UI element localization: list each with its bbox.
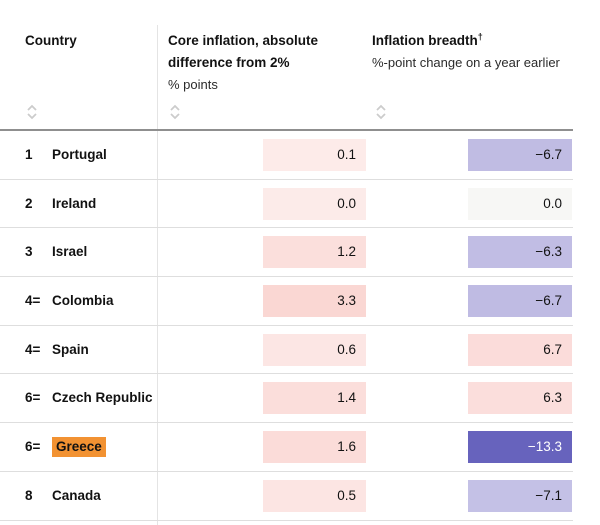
sort-chevrons-icon bbox=[168, 104, 182, 124]
core-inflation-cell: 1.6 bbox=[263, 431, 366, 464]
column-subtitle: %-point change on a year earlier bbox=[372, 55, 560, 70]
inflation-breadth-cell: 6.7 bbox=[468, 333, 572, 366]
rank-label: 8 bbox=[25, 487, 33, 503]
table-rows: 1 Portugal 0.1 −6.7 2 Ireland 0.0 0.0 3 … bbox=[0, 131, 600, 521]
inflation-breadth-cell: 0.0 bbox=[468, 187, 572, 220]
country-label: Israel bbox=[52, 244, 88, 260]
rank-label: 6= bbox=[25, 390, 41, 406]
column-title: Country bbox=[25, 33, 77, 48]
table-row: 4= Colombia 3.3 −6.7 bbox=[0, 277, 573, 326]
rank-label: 1 bbox=[25, 147, 33, 162]
table-row: 6= Greece 1.6 −13.3 bbox=[0, 423, 573, 472]
rank-label: 4= bbox=[25, 293, 41, 309]
header-rule bbox=[0, 129, 573, 131]
country-label: Canada bbox=[52, 487, 101, 503]
sort-button-country[interactable] bbox=[24, 103, 40, 123]
sort-chevrons-icon bbox=[25, 104, 39, 124]
rank-label: 3 bbox=[25, 244, 33, 260]
inflation-breadth-cell: 6.3 bbox=[468, 382, 572, 415]
sort-chevrons-icon bbox=[374, 104, 388, 124]
core-inflation-cell: 1.2 bbox=[263, 236, 366, 269]
dagger-footnote-marker: † bbox=[477, 31, 483, 42]
sort-button-core-inflation[interactable] bbox=[167, 103, 183, 123]
inflation-breadth-cell: −6.7 bbox=[468, 139, 572, 171]
table-row: 8 Canada 0.5 −7.1 bbox=[0, 472, 573, 521]
column-divider bbox=[157, 25, 158, 525]
highlighted-country: Greece bbox=[52, 437, 106, 458]
table-row: 1 Portugal 0.1 −6.7 bbox=[0, 131, 573, 180]
country-label: Spain bbox=[52, 341, 89, 357]
core-inflation-cell: 0.0 bbox=[263, 187, 366, 220]
core-inflation-cell: 1.4 bbox=[263, 382, 366, 415]
column-header-country: Country bbox=[25, 30, 150, 52]
country-label: Czech Republic bbox=[52, 390, 153, 406]
country-label: Greece bbox=[52, 423, 106, 471]
table-row: 2 Ireland 0.0 0.0 bbox=[0, 180, 573, 229]
country-label: Portugal bbox=[52, 147, 107, 162]
inflation-breadth-cell: −6.3 bbox=[468, 236, 572, 269]
column-title: Inflation breadth† bbox=[372, 31, 483, 48]
rank-label: 4= bbox=[25, 341, 41, 357]
column-header-inflation-breadth: Inflation breadth† %-point change on a y… bbox=[372, 30, 577, 74]
country-label: Ireland bbox=[52, 195, 97, 211]
core-inflation-cell: 0.1 bbox=[263, 139, 366, 171]
core-inflation-cell: 0.5 bbox=[263, 479, 366, 512]
inflation-breadth-cell: −13.3 bbox=[468, 431, 572, 464]
core-inflation-cell: 0.6 bbox=[263, 333, 366, 366]
rank-label: 2 bbox=[25, 195, 33, 211]
core-inflation-cell: 3.3 bbox=[263, 285, 366, 318]
inflation-breadth-cell: −7.1 bbox=[468, 479, 572, 512]
rank-label: 6= bbox=[25, 439, 41, 455]
column-title-line1: Core inflation, absolute bbox=[168, 33, 319, 48]
column-header-core-inflation: Core inflation, absolute difference from… bbox=[168, 30, 363, 96]
inflation-breadth-cell: −6.7 bbox=[468, 285, 572, 318]
table-row: 6= Czech Republic 1.4 6.3 bbox=[0, 374, 573, 424]
sort-button-inflation-breadth[interactable] bbox=[373, 103, 389, 123]
table-row: 4= Spain 0.6 6.7 bbox=[0, 326, 573, 375]
column-title-line2: difference from 2% bbox=[168, 55, 290, 70]
country-label: Colombia bbox=[52, 293, 114, 309]
column-subtitle: % points bbox=[168, 77, 218, 92]
table-row: 3 Israel 1.2 −6.3 bbox=[0, 228, 573, 278]
